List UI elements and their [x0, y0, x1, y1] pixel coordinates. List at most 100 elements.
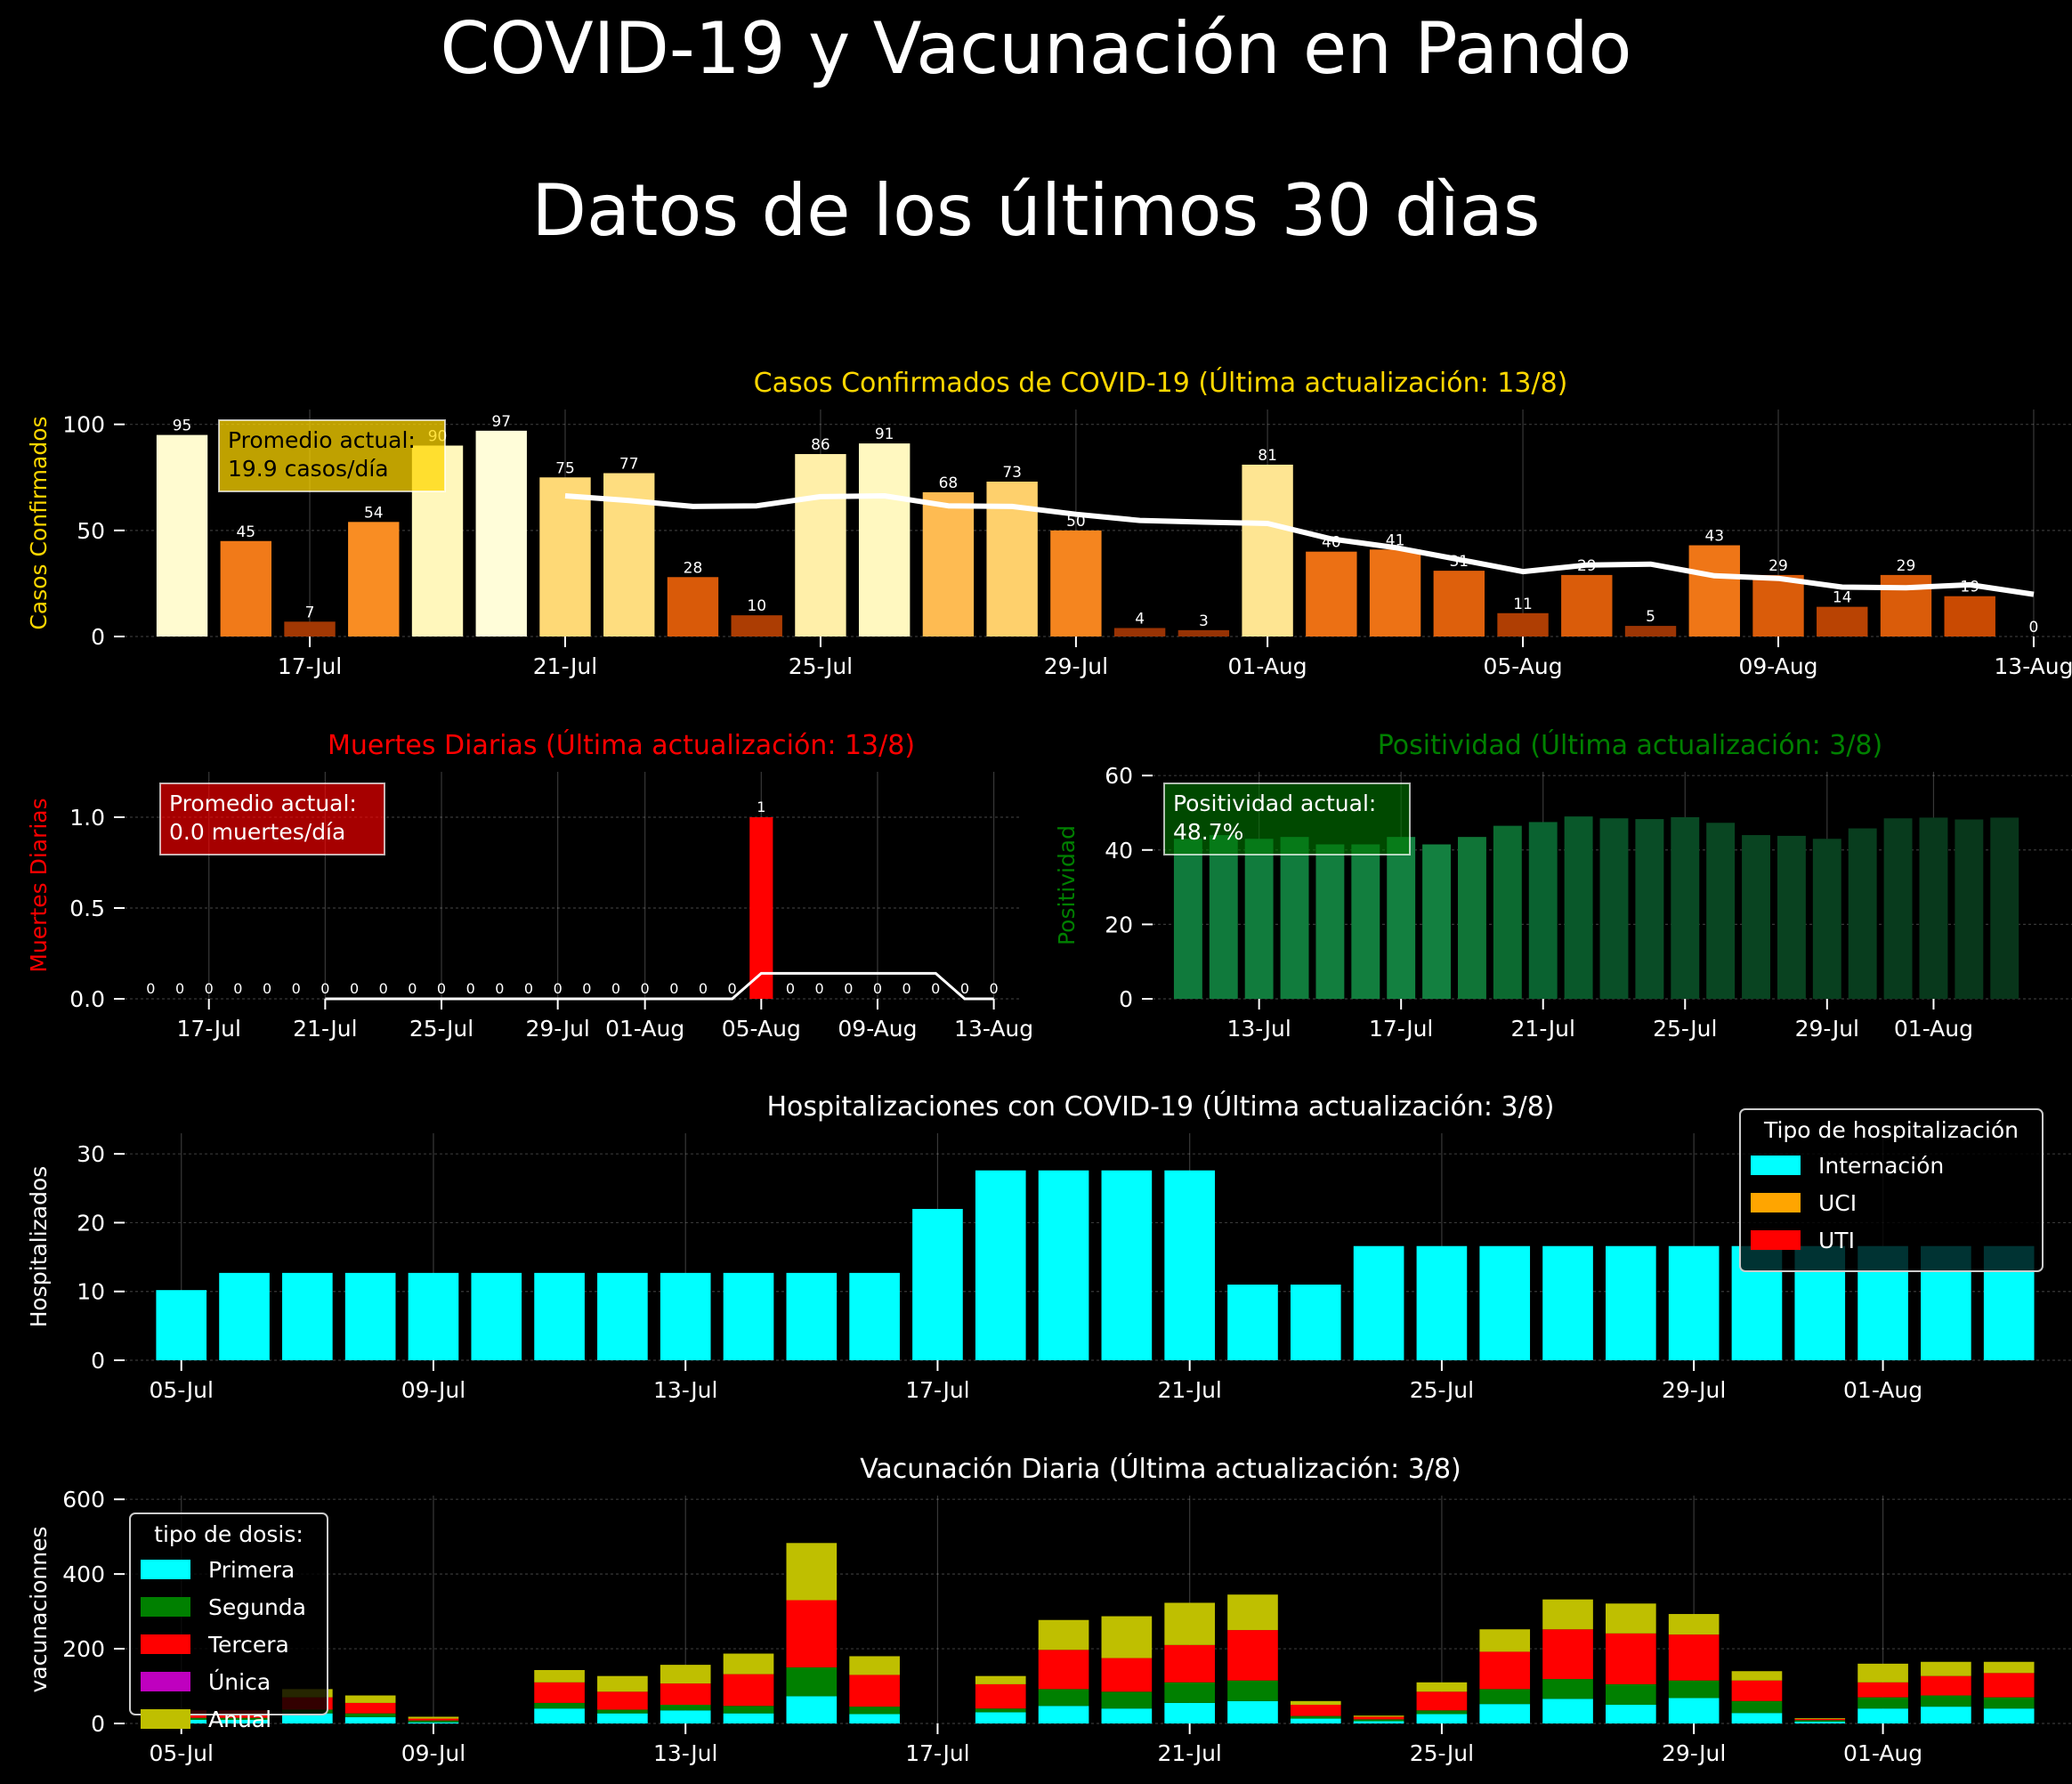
vaccination-bar-anual — [597, 1675, 648, 1692]
vaccination-bar-anual — [1606, 1603, 1656, 1634]
cases-bar-label: 81 — [1258, 447, 1277, 465]
deaths-bar-label: 0 — [233, 980, 242, 997]
vaccination-bar-tercera — [597, 1691, 648, 1710]
vaccination-bar-primera — [219, 1719, 270, 1723]
vaccination-bar-tercera — [1731, 1680, 1783, 1701]
deaths-annotation-line1: Promedio actual: — [169, 791, 357, 816]
vaccination-bar-primera — [660, 1710, 711, 1723]
vaccination-ytick-label: 0 — [91, 1711, 105, 1737]
vaccination-bar-tercera — [1101, 1658, 1153, 1692]
cases-bar — [858, 443, 911, 637]
hospital-chart: 0 10 20 30 05-Jul 09-Jul 13-Jul 17-Jul 21-Jul 25-… — [26, 1090, 2072, 1403]
vaccination-bar-primera — [723, 1713, 774, 1723]
deaths-bar-label: 0 — [146, 980, 155, 997]
hospital-xtick-label: 29-Jul — [1662, 1377, 1726, 1403]
vaccination-bar-tercera — [1542, 1629, 1593, 1680]
hospital-legend-swatch — [1751, 1156, 1801, 1175]
vaccination-legend-swatch — [141, 1709, 190, 1729]
deaths-annotation-line2: 0.0 muertes/día — [169, 819, 345, 845]
cases-bar-label: 7 — [305, 604, 315, 621]
hospital-bar-internacion — [534, 1272, 585, 1360]
vaccination-bar-anual — [1164, 1602, 1215, 1645]
vaccination-bar-primera — [1668, 1698, 1720, 1723]
vaccination-bar-tercera — [408, 1718, 459, 1721]
hospital-bar-internacion — [1668, 1245, 1720, 1360]
vaccination-bar-primera — [1101, 1708, 1153, 1723]
vaccination-legend-label: Tercera — [207, 1632, 289, 1658]
vaccination-bar-segunda — [534, 1702, 585, 1709]
vaccination-legend-label: Única — [208, 1668, 271, 1695]
vaccination-bar-primera — [1038, 1706, 1089, 1723]
vaccination-bar-tercera — [849, 1675, 900, 1707]
cases-annotation-line2: 19.9 casos/día — [228, 456, 389, 482]
hospital-xtick-label: 05-Jul — [150, 1377, 214, 1403]
cases-bar — [539, 477, 591, 637]
cases-xtick-label: 01-Aug — [1228, 653, 1307, 679]
deaths-bar-label: 0 — [408, 980, 417, 997]
deaths-bar-label: 0 — [641, 980, 650, 997]
hospital-bar-internacion — [156, 1290, 207, 1360]
vaccination-bar-tercera — [723, 1674, 774, 1707]
deaths-bar-label: 0 — [844, 980, 853, 997]
hospital-bar-internacion — [597, 1272, 648, 1360]
hospital-ytick-label: 30 — [77, 1141, 105, 1167]
cases-bar — [731, 615, 782, 637]
deaths-bar-label: 0 — [815, 980, 824, 997]
positivity-bar — [1244, 839, 1274, 999]
vaccination-bar-anual — [975, 1675, 1026, 1684]
cases-bar-label: 4 — [1135, 610, 1145, 628]
hospital-xtick-label: 01-Aug — [1843, 1377, 1922, 1403]
hospital-bar-internacion — [786, 1272, 838, 1360]
cases-bar-label: 73 — [1002, 464, 1022, 482]
deaths-bar-label: 0 — [582, 980, 591, 997]
positivity-title: Positividad (Última actualización: 3/8) — [1378, 728, 1882, 761]
cases-bar — [1113, 628, 1166, 637]
vaccination-bar-segunda — [1227, 1680, 1278, 1701]
vaccination-bar-anual — [1542, 1599, 1593, 1630]
vaccination-legend-label: Anual — [208, 1707, 271, 1732]
vaccination-legend-title: tipo de dosis: — [154, 1521, 304, 1547]
hospital-xtick-label: 13-Jul — [653, 1377, 717, 1403]
vaccination-legend-label: Segunda — [208, 1594, 306, 1620]
positivity-bar — [1315, 844, 1345, 999]
vaccination-xtick-label: 05-Jul — [150, 1740, 214, 1766]
vaccination-bar-segunda — [849, 1707, 900, 1715]
positivity-bar — [1599, 818, 1629, 999]
positivity-xtick-label: 25-Jul — [1653, 1016, 1717, 1042]
vaccination-xtick-label: 21-Jul — [1157, 1740, 1221, 1766]
vaccination-xtick-label: 09-Jul — [401, 1740, 465, 1766]
vaccination-bar-segunda — [408, 1720, 459, 1723]
vaccination-bar-segunda — [1479, 1689, 1531, 1705]
vaccination-ytick-label: 200 — [62, 1636, 105, 1662]
hospital-legend-swatch — [1751, 1230, 1801, 1250]
vaccination-bar-primera — [1983, 1708, 2035, 1723]
vaccination-bar-tercera — [1038, 1650, 1089, 1690]
cases-bar — [475, 430, 527, 637]
hospital-bar-internacion — [1353, 1245, 1404, 1360]
deaths-title: Muertes Diarias (Última actualización: 1… — [328, 728, 915, 761]
vaccination-legend-swatch — [141, 1560, 190, 1579]
vaccination-bar-tercera — [786, 1600, 838, 1668]
cases-bar-label: 75 — [555, 459, 575, 477]
hospital-bar-internacion — [1542, 1245, 1593, 1360]
vaccination-bar-primera — [1416, 1714, 1468, 1723]
vaccination-bar-anual — [786, 1543, 838, 1601]
deaths-xtick-label: 13-Aug — [954, 1016, 1033, 1042]
main-subtitle: Datos de los últimos 30 dìas — [531, 169, 1541, 252]
vaccination-bar-segunda — [1416, 1710, 1468, 1715]
vaccination-bar-segunda — [1164, 1682, 1215, 1703]
hospital-bar-internacion — [344, 1272, 396, 1360]
cases-bar — [1688, 545, 1740, 637]
vaccination-legend-label: Primera — [208, 1557, 295, 1583]
vaccination-bar-segunda — [1731, 1700, 1783, 1714]
deaths-ytick-label: 0.5 — [69, 896, 105, 921]
deaths-bar-label: 0 — [320, 980, 329, 997]
vaccination-bar-primera — [534, 1708, 585, 1723]
deaths-bar-label: 0 — [263, 980, 271, 997]
vaccination-bar-segunda — [1290, 1715, 1341, 1719]
positivity-bar — [1919, 817, 1948, 999]
deaths-bar-label: 0 — [379, 980, 388, 997]
cases-bar-label: 91 — [875, 426, 894, 443]
positivity-bar — [1706, 823, 1736, 999]
